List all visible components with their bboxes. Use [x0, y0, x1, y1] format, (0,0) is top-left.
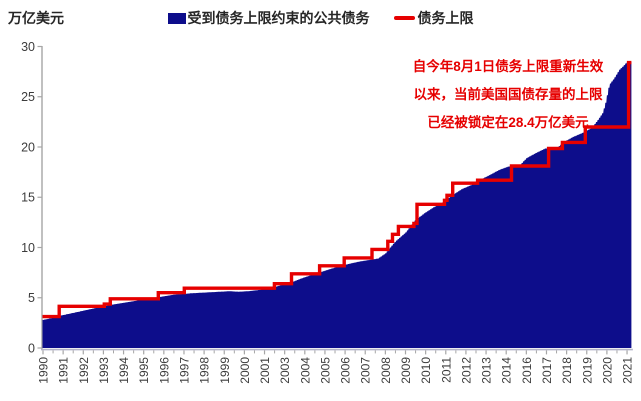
x-axis-tick-label: 2019	[580, 357, 594, 384]
x-axis-tick-label: 2004	[298, 357, 312, 384]
x-axis-tick-label: 2012	[459, 357, 473, 384]
x-axis-tick-label: 2003	[278, 357, 292, 384]
x-axis-tick-label: 1990	[37, 357, 51, 384]
x-axis-tick-label: 2005	[318, 357, 332, 384]
debt-limit-legend-line	[393, 16, 415, 20]
x-axis-tick-label: 2008	[379, 357, 393, 384]
x-axis-tick-label: 2006	[339, 357, 353, 384]
legend-label-debt-limit: 债务上限	[417, 10, 474, 26]
x-axis-tick-label: 1992	[77, 357, 91, 384]
annotation-line-1: 自今年8月1日债务上限重新生效	[412, 59, 604, 74]
x-axis-tick-label: 1991	[57, 357, 71, 384]
debt-area-legend-swatch	[167, 12, 186, 24]
x-axis-tick-label: 1994	[117, 357, 131, 384]
x-axis-tick-label: 1999	[218, 357, 232, 384]
x-axis-tick-label: 2009	[399, 357, 413, 384]
x-axis-tick-label: 1993	[97, 357, 111, 384]
x-axis-tick-label: 2007	[359, 357, 373, 384]
x-axis-tick-label: 2013	[480, 357, 494, 384]
annotation-line-3: 已经被锁定在28.4万亿美元	[427, 115, 589, 130]
x-axis-tick-label: 2011	[439, 357, 453, 383]
x-axis-tick-label: 2010	[419, 357, 433, 384]
y-axis-tick-label: 0	[28, 341, 35, 355]
x-axis-tick-label: 2001	[258, 357, 272, 384]
x-axis-tick-label: 1996	[157, 357, 171, 384]
y-axis-title: 万亿美元	[8, 10, 64, 26]
x-axis-tick-label: 2017	[540, 357, 554, 384]
x-axis-tick-label: 2014	[500, 357, 514, 384]
x-axis-tick-label: 2016	[520, 357, 534, 384]
annotation-line-2: 以来，当前美国国债存量的上限	[413, 87, 603, 102]
y-axis-tick-label: 20	[21, 140, 35, 154]
legend-label-public-debt: 受到债务上限约束的公共债务	[187, 10, 370, 26]
y-axis-tick-label: 30	[21, 40, 35, 54]
y-axis-tick-label: 10	[21, 241, 35, 255]
x-axis-tick-label: 2018	[560, 357, 574, 384]
legend: 受到债务上限约束的公共债务 债务上限	[0, 9, 641, 27]
y-axis-tick-label: 5	[28, 291, 35, 305]
x-axis-tick-label: 2000	[238, 357, 252, 384]
y-axis-tick-label: 15	[21, 191, 35, 205]
x-axis-tick-label: 2020	[600, 357, 614, 384]
y-axis-tick-label: 25	[21, 90, 35, 104]
x-axis-tick-label: 1998	[198, 357, 212, 384]
x-axis-tick-label: 1997	[177, 357, 191, 384]
debt-area-path	[42, 62, 632, 348]
debt-limit-path	[42, 60, 632, 319]
x-axis-tick-label: 2021	[621, 357, 635, 384]
x-axis-tick-label: 1995	[137, 357, 151, 384]
annotation-text: 自今年8月1日债务上限重新生效 以来，当前美国国债存量的上限 已经被锁定在28.…	[380, 53, 636, 137]
